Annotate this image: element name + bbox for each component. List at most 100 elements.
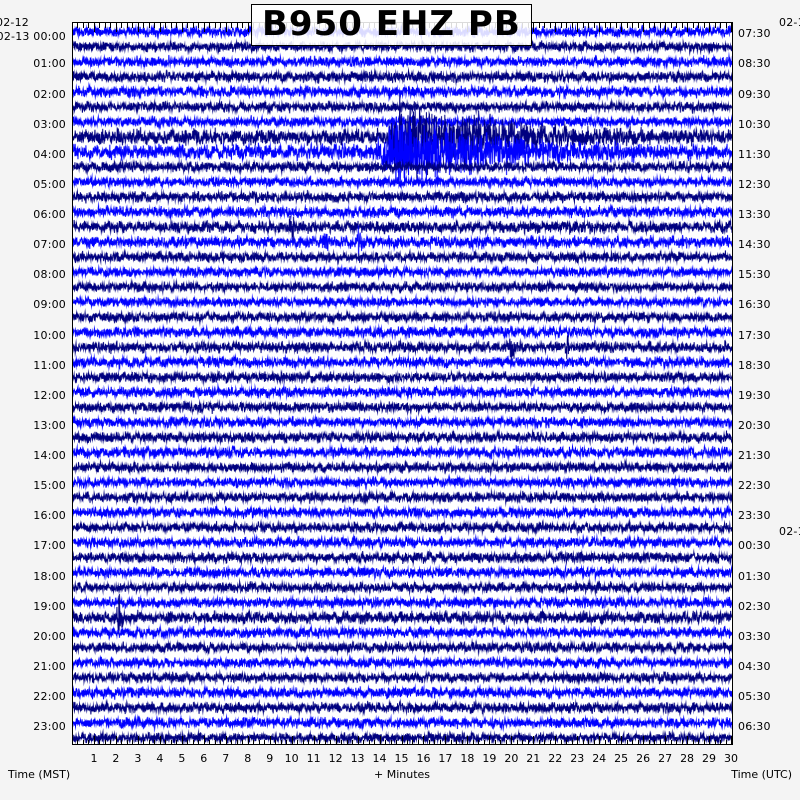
minute-tick-major [401,736,403,745]
minute-tick-minor [566,740,568,745]
x-axis-label-23: 23 [570,752,585,765]
minute-tick-minor [439,740,441,745]
minute-tick-minor [588,23,590,28]
minute-tick-minor [648,23,650,28]
minute-tick-minor [286,740,288,745]
minute-tick-minor [637,740,639,745]
minute-tick-major [203,736,205,745]
minute-tick-minor [571,740,573,745]
minute-tick-minor [99,740,101,745]
minute-tick-minor [253,740,255,745]
minute-tick-minor [236,740,238,745]
minute-tick-major [621,23,623,32]
minute-tick-minor [198,740,200,745]
minute-tick-minor [220,740,222,745]
hour-label-left-2200: 22:00 [33,690,66,704]
hour-label-right-0830: 08:30 [738,57,771,71]
minute-tick-minor [352,740,354,745]
minute-tick-minor [104,23,106,28]
x-axis-label-25: 25 [614,752,629,765]
minute-tick-minor [544,740,546,745]
minute-tick-minor [231,23,233,28]
minute-tick-major [379,736,381,745]
minute-tick-minor [209,740,211,745]
hour-label-left-2000: 20:00 [33,629,66,643]
hour-label-right-0230: 02:30 [738,599,771,613]
minute-tick-major [203,23,205,32]
minute-tick-major [709,736,711,745]
x-axis-label-18: 18 [460,752,475,765]
hour-label-left-0100: 01:00 [33,57,66,71]
minute-tick-minor [654,740,656,745]
minute-tick-minor [478,740,480,745]
minute-tick-minor [165,23,167,28]
hour-label-right-0530: 05:30 [738,690,771,704]
minute-tick-minor [714,23,716,28]
minute-tick-minor [192,740,194,745]
minute-tick-minor [544,23,546,28]
minute-tick-minor [275,740,277,745]
x-axis-label-11: 11 [306,752,321,765]
minute-tick-minor [242,23,244,28]
minute-tick-minor [582,23,584,28]
minute-tick-major [731,23,732,32]
minute-tick-major [555,23,557,32]
minute-tick-minor [231,740,233,745]
seismogram-plot-area[interactable] [72,22,733,745]
minute-tick-minor [626,740,628,745]
minute-tick-minor [615,740,617,745]
x-axis-label-3: 3 [134,752,142,765]
hour-label-right-2130: 21:30 [738,449,771,463]
minute-tick-minor [143,740,145,745]
minute-tick-minor [302,740,304,745]
minute-tick-minor [132,740,134,745]
x-axis-label-28: 28 [680,752,695,765]
minute-tick-minor [341,740,343,745]
x-axis-label-1: 1 [90,752,98,765]
minute-tick-minor [610,740,612,745]
minute-tick-minor [324,740,326,745]
x-axis-label-13: 13 [350,752,365,765]
minute-tick-major [225,23,227,32]
minute-tick-minor [390,740,392,745]
minute-tick-minor [681,740,683,745]
minute-tick-minor [566,23,568,28]
x-axis-label-27: 27 [658,752,673,765]
minute-tick-major [643,23,645,32]
start-timestamp-label: 02-13 00:00 [0,30,66,43]
minute-tick-minor [632,23,634,28]
minute-tick-minor [121,740,123,745]
x-axis-label-5: 5 [178,752,186,765]
hour-label-left-1200: 12:00 [33,388,66,402]
minute-tick-major [423,736,425,745]
minute-tick-minor [258,740,260,745]
minute-tick-minor [148,23,150,28]
minute-tick-major [93,736,95,745]
minute-tick-minor [659,23,661,28]
minute-tick-major [665,23,667,32]
date-label-right-top: 02-1 [779,16,800,29]
minute-tick-minor [698,23,700,28]
minute-tick-minor [538,23,540,28]
hour-label-left-1000: 10:00 [33,328,66,342]
hour-label-left-1300: 13:00 [33,418,66,432]
minute-tick-major [533,736,535,745]
minute-tick-minor [110,23,112,28]
minute-tick-major [181,23,183,32]
minute-tick-minor [698,740,700,745]
minute-tick-major [467,736,469,745]
minute-tick-minor [319,740,321,745]
hour-label-left-2300: 23:00 [33,720,66,734]
x-axis-label-17: 17 [438,752,453,765]
minute-tick-minor [450,740,452,745]
hour-label-right-0730: 07:30 [738,27,771,41]
hour-label-right-0130: 01:30 [738,569,771,583]
minute-tick-minor [725,740,727,745]
minute-tick-major [159,736,161,745]
axis-caption-center: + Minutes [373,768,431,781]
minute-tick-minor [720,740,722,745]
hour-label-left-1600: 16:00 [33,509,66,523]
minute-tick-minor [330,740,332,745]
x-axis-label-2: 2 [112,752,120,765]
minute-tick-minor [456,740,458,745]
